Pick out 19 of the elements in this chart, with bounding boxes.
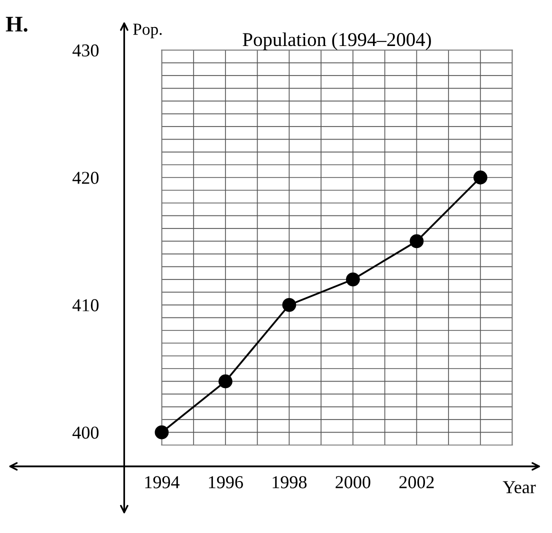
x-axis-title: Year [502, 481, 536, 494]
x-tick-label: 1996 [209, 476, 243, 488]
y-tick-label: 420 [72, 172, 99, 184]
x-tick-label: 2002 [399, 476, 434, 488]
y-tick-label: 400 [72, 426, 99, 439]
y-axis-title: Pop. [133, 24, 162, 38]
point [154, 425, 169, 440]
point [218, 374, 232, 388]
y-tick-label: 410 [72, 299, 99, 312]
x-tick-label: 1998 [272, 476, 307, 488]
chart-title: Population (1994–2004) [242, 32, 431, 50]
x-tick-label: 1994 [145, 476, 180, 488]
x-tick-label: 2000 [336, 476, 370, 488]
point [282, 298, 296, 312]
text: H. [6, 16, 28, 32]
point [473, 170, 488, 184]
y-tick-label: 430 [72, 44, 99, 57]
point [346, 272, 360, 286]
point [410, 234, 424, 248]
